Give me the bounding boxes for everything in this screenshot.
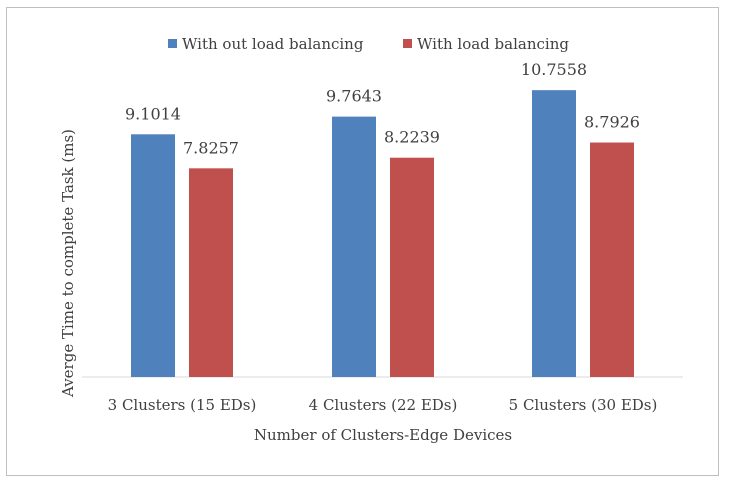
bars-group (131, 90, 634, 378)
bar-series1-cat2 (590, 142, 634, 377)
bar-series1-cat0 (189, 168, 233, 377)
data-label-series0-cat2: 10.7558 (521, 60, 587, 79)
x-tick-label-0: 3 Clusters (15 EDs) (108, 396, 257, 414)
legend-swatch-with-load-balancing (403, 39, 412, 48)
data-label-series1-cat2: 8.7926 (584, 113, 640, 132)
legend-label-with-load-balancing: With load balancing (417, 35, 569, 53)
legend-swatch-without-load-balancing (168, 39, 177, 48)
x-axis-title: Number of Clusters-Edge Devices (254, 426, 512, 444)
bar-series0-cat2 (532, 90, 576, 378)
x-tick-label-1: 4 Clusters (22 EDs) (309, 396, 458, 414)
data-label-series0-cat1: 9.7643 (326, 87, 382, 106)
y-axis-title: Averge Time to complete Task (ms) (59, 129, 77, 398)
bar-series1-cat1 (390, 157, 434, 377)
data-label-series1-cat0: 7.8257 (183, 138, 239, 157)
data-label-series1-cat1: 8.2239 (384, 128, 440, 147)
legend: With out load balancing With load balanc… (168, 35, 569, 53)
bar-series0-cat0 (131, 134, 175, 377)
x-tick-label-2: 5 Clusters (30 EDs) (509, 396, 658, 414)
bar-series0-cat1 (332, 116, 376, 378)
x-tick-labels: 3 Clusters (15 EDs) 4 Clusters (22 EDs) … (108, 396, 658, 414)
legend-label-without-load-balancing: With out load balancing (182, 35, 364, 53)
data-label-series0-cat0: 9.1014 (125, 104, 181, 123)
